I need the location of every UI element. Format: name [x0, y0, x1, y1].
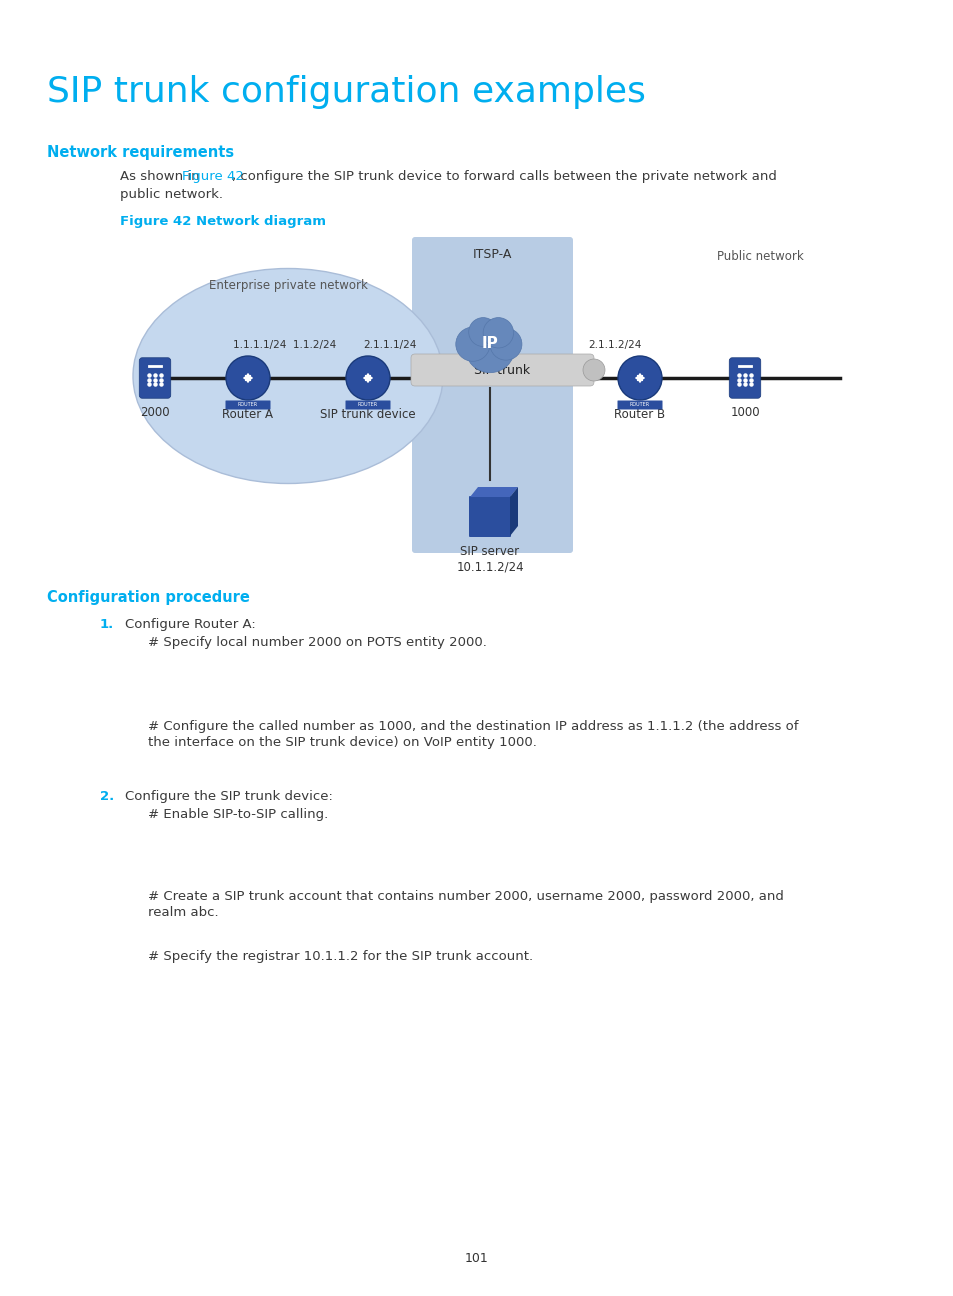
Text: 2000: 2000 [140, 406, 170, 419]
Text: Figure 42: Figure 42 [182, 170, 244, 183]
Text: ITSP-A: ITSP-A [473, 248, 512, 260]
Text: , configure the SIP trunk device to forward calls between the private network an: , configure the SIP trunk device to forw… [232, 170, 776, 183]
Text: Public network: Public network [716, 250, 802, 263]
Polygon shape [470, 487, 517, 496]
Text: ROUTER: ROUTER [357, 403, 377, 407]
FancyBboxPatch shape [412, 237, 573, 553]
Text: Router A: Router A [222, 408, 274, 421]
Circle shape [482, 318, 513, 349]
FancyBboxPatch shape [617, 400, 661, 410]
Text: 2.1.1.1/24: 2.1.1.1/24 [363, 340, 416, 350]
Text: 1.: 1. [100, 618, 114, 631]
Text: ROUTER: ROUTER [237, 403, 258, 407]
Circle shape [456, 327, 490, 362]
Text: Network requirements: Network requirements [47, 145, 233, 159]
Text: realm abc.: realm abc. [148, 906, 218, 919]
Text: # Specify local number 2000 on POTS entity 2000.: # Specify local number 2000 on POTS enti… [148, 636, 486, 649]
Text: SIP trunk device: SIP trunk device [320, 408, 416, 421]
Text: Configuration procedure: Configuration procedure [47, 590, 250, 605]
Text: 1000: 1000 [729, 406, 759, 419]
Text: SIP trunk configuration examples: SIP trunk configuration examples [47, 75, 645, 109]
Circle shape [468, 318, 497, 346]
Text: Configure Router A:: Configure Router A: [125, 618, 255, 631]
Text: # Enable SIP-to-SIP calling.: # Enable SIP-to-SIP calling. [148, 807, 328, 820]
Text: # Create a SIP trunk account that contains number 2000, username 2000, password : # Create a SIP trunk account that contai… [148, 890, 783, 903]
Circle shape [582, 359, 604, 381]
Text: IP: IP [481, 336, 497, 350]
Text: Configure the SIP trunk device:: Configure the SIP trunk device: [125, 791, 333, 804]
Text: As shown in: As shown in [120, 170, 204, 183]
FancyBboxPatch shape [139, 358, 171, 398]
FancyBboxPatch shape [411, 354, 594, 386]
Text: SIP server
10.1.1.2/24: SIP server 10.1.1.2/24 [456, 546, 523, 573]
Polygon shape [510, 487, 517, 537]
Text: public network.: public network. [120, 188, 223, 201]
Ellipse shape [132, 268, 442, 483]
Text: Figure 42 Network diagram: Figure 42 Network diagram [120, 215, 326, 228]
FancyBboxPatch shape [225, 400, 271, 410]
Circle shape [346, 356, 390, 400]
Text: 2.: 2. [100, 791, 114, 804]
FancyBboxPatch shape [728, 358, 760, 398]
Circle shape [465, 323, 515, 373]
Circle shape [490, 328, 521, 360]
Text: Router B: Router B [614, 408, 665, 421]
Text: 1.1.1.1/24  1.1.2/24: 1.1.1.1/24 1.1.2/24 [233, 340, 336, 350]
Text: # Configure the called number as 1000, and the destination IP address as 1.1.1.2: # Configure the called number as 1000, a… [148, 721, 798, 734]
Circle shape [618, 356, 661, 400]
Text: SIP trunk: SIP trunk [474, 363, 530, 377]
Text: 101: 101 [465, 1252, 488, 1265]
Text: ROUTER: ROUTER [629, 403, 649, 407]
Text: 2.1.1.2/24: 2.1.1.2/24 [588, 340, 641, 350]
Circle shape [226, 356, 270, 400]
FancyBboxPatch shape [345, 400, 390, 410]
Text: the interface on the SIP trunk device) on VoIP entity 1000.: the interface on the SIP trunk device) o… [148, 736, 537, 749]
FancyBboxPatch shape [469, 496, 511, 537]
Text: # Specify the registrar 10.1.1.2 for the SIP trunk account.: # Specify the registrar 10.1.1.2 for the… [148, 950, 533, 963]
Text: Enterprise private network: Enterprise private network [209, 279, 367, 292]
